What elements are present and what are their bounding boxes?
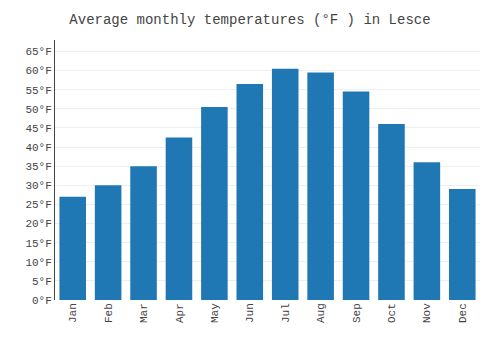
svg-text:45°F: 45°F	[25, 123, 51, 135]
svg-text:Oct: Oct	[386, 303, 398, 323]
svg-text:Apr: Apr	[174, 303, 186, 323]
svg-text:Feb: Feb	[103, 303, 115, 323]
svg-text:55°F: 55°F	[25, 85, 51, 97]
svg-text:0°F: 0°F	[32, 295, 52, 307]
svg-text:25°F: 25°F	[25, 199, 51, 211]
svg-text:Jun: Jun	[244, 303, 256, 323]
svg-text:50°F: 50°F	[25, 104, 51, 116]
svg-text:40°F: 40°F	[25, 142, 51, 154]
svg-text:Jan: Jan	[67, 303, 79, 323]
svg-text:Nov: Nov	[421, 303, 433, 323]
svg-text:35°F: 35°F	[25, 161, 51, 173]
svg-text:10°F: 10°F	[25, 257, 51, 269]
svg-text:Aug: Aug	[315, 303, 327, 323]
svg-text:65°F: 65°F	[25, 46, 51, 58]
svg-text:20°F: 20°F	[25, 218, 51, 230]
svg-text:5°F: 5°F	[32, 276, 52, 288]
svg-text:Average monthly temperatures (: Average monthly temperatures (°F ) in Le…	[69, 12, 430, 28]
svg-text:Mar: Mar	[138, 303, 150, 323]
svg-text:Jul: Jul	[280, 303, 292, 323]
svg-text:15°F: 15°F	[25, 238, 51, 250]
svg-text:Sep: Sep	[351, 303, 363, 323]
svg-text:60°F: 60°F	[25, 65, 51, 77]
svg-text:Dec: Dec	[457, 303, 469, 323]
svg-text:30°F: 30°F	[25, 180, 51, 192]
svg-text:May: May	[209, 303, 221, 323]
